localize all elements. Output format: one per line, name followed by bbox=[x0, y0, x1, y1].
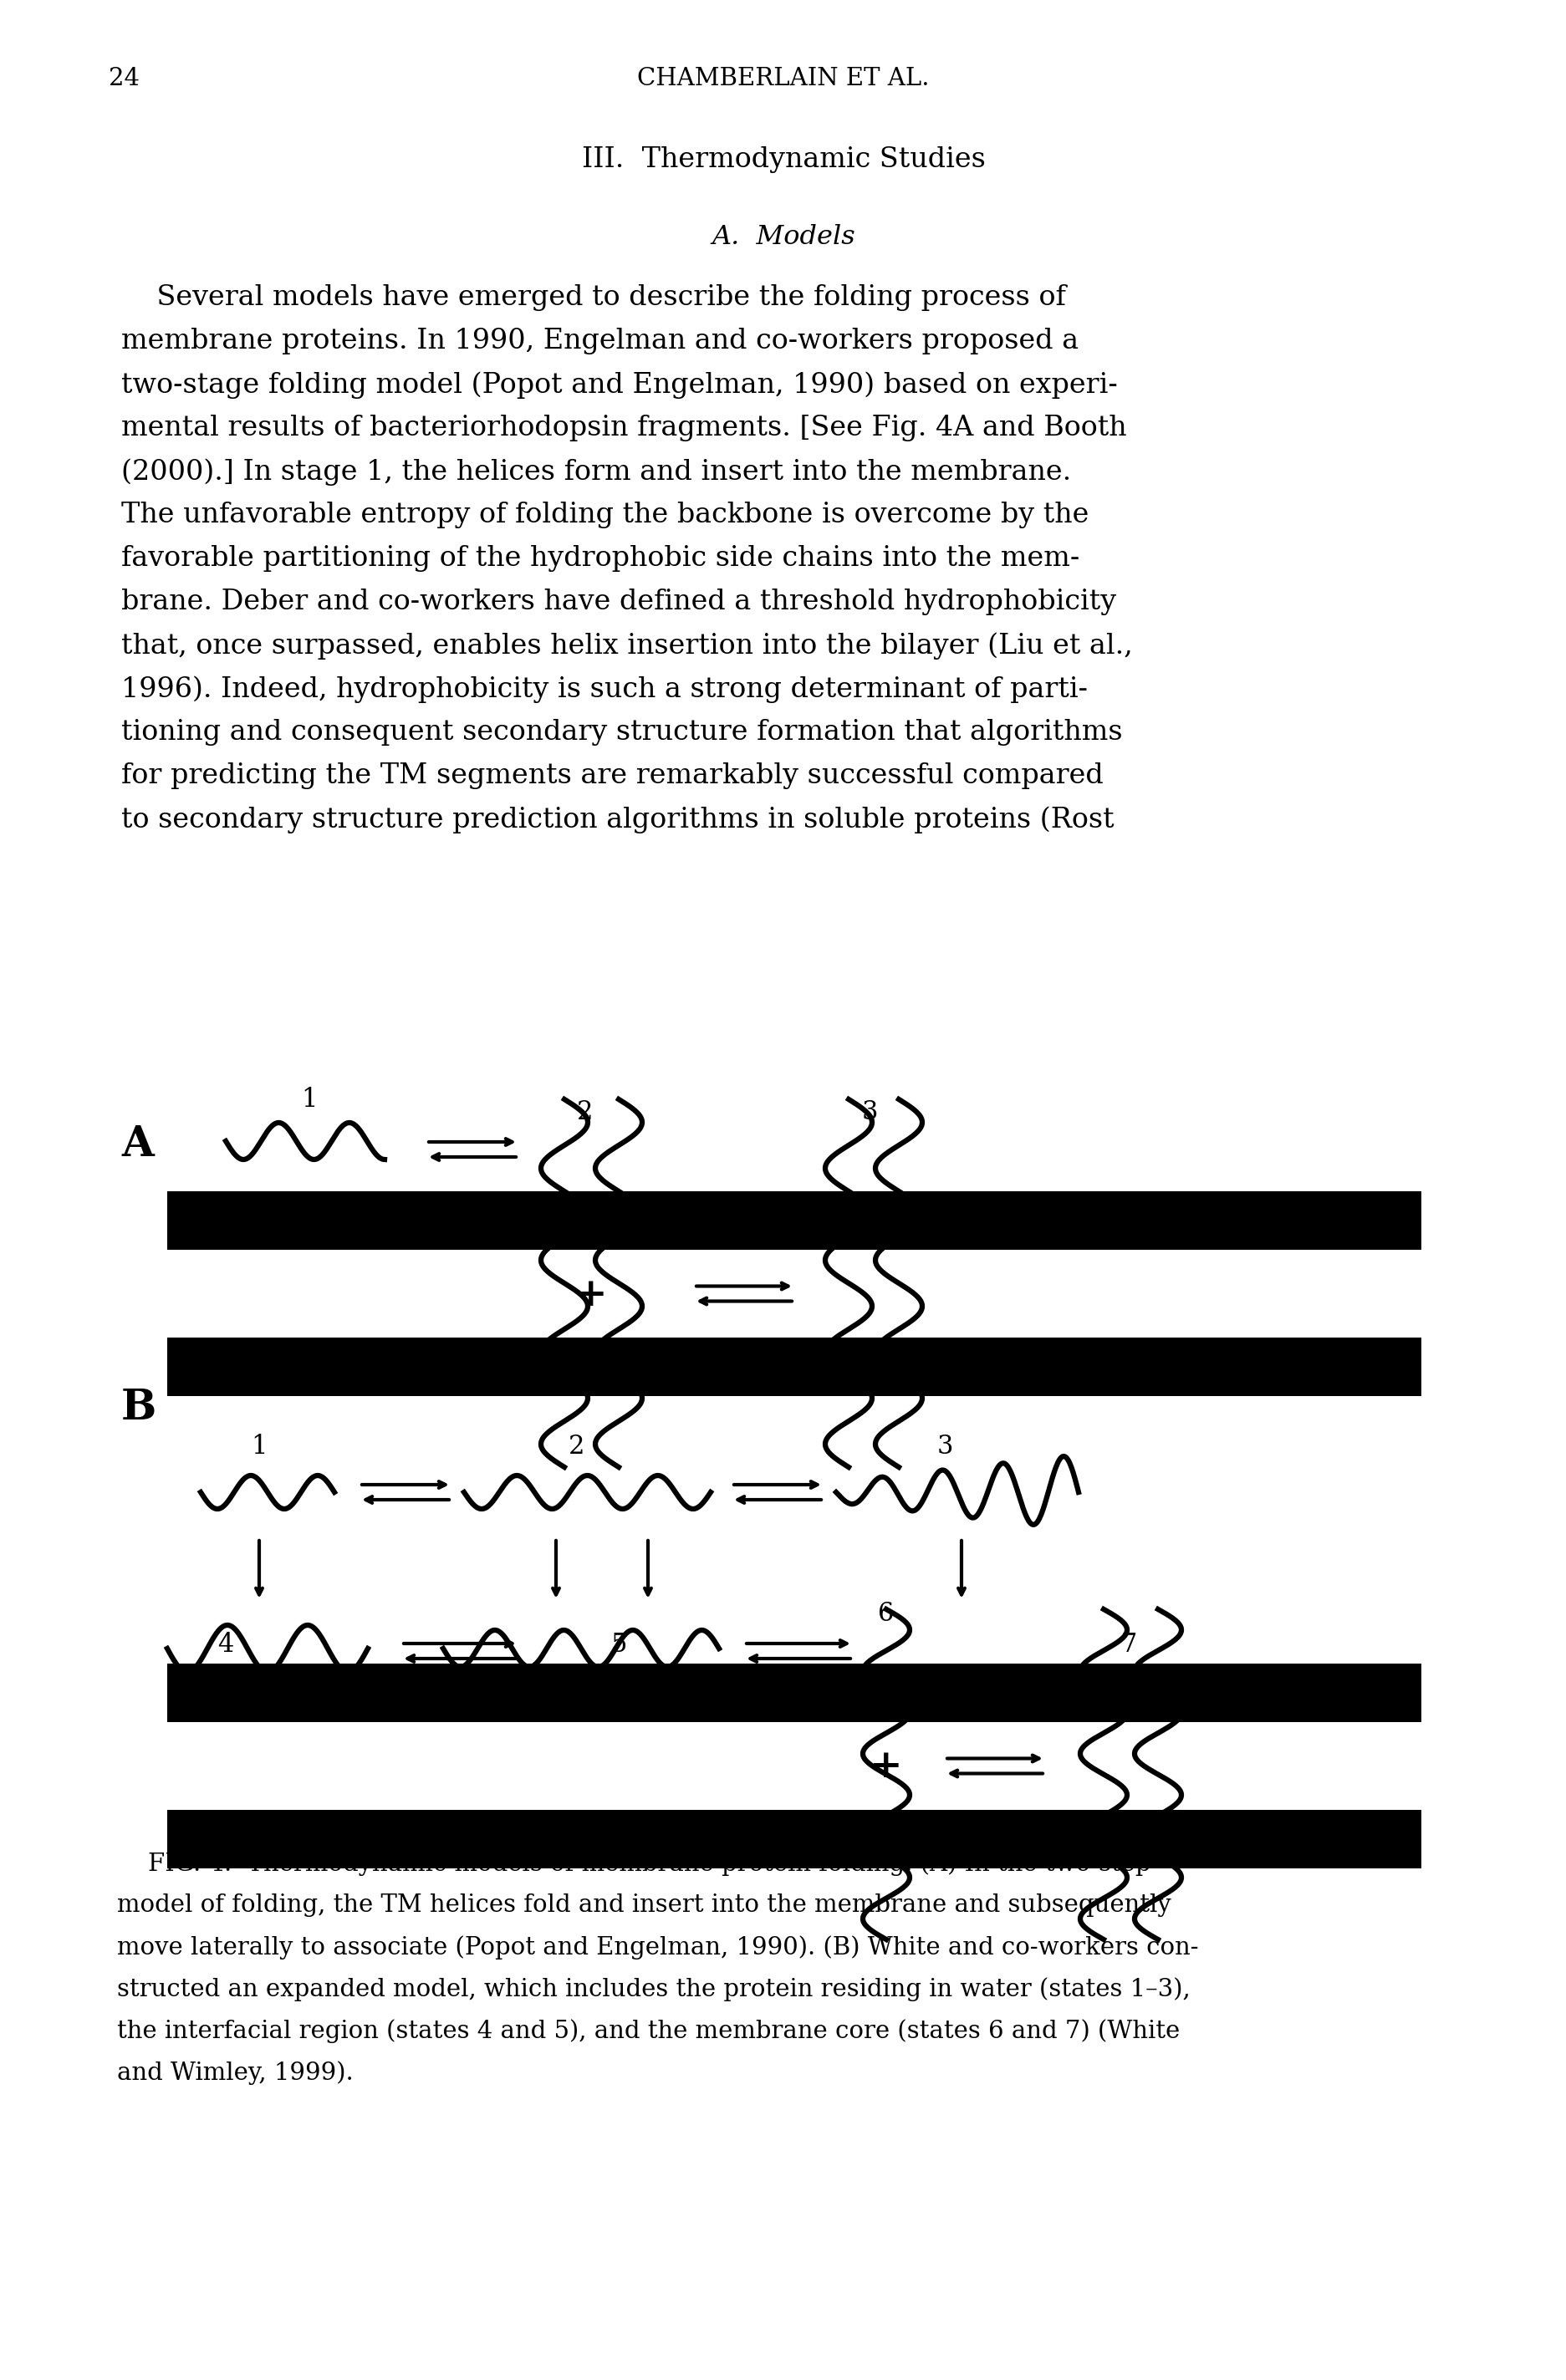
Text: favorable partitioning of the hydrophobic side chains into the mem-: favorable partitioning of the hydrophobi… bbox=[121, 545, 1079, 571]
Text: 7: 7 bbox=[1120, 1633, 1137, 1659]
Bar bbox=[168, 1664, 1420, 1723]
Text: the interfacial region (states 4 and 5), and the membrane core (states 6 and 7) : the interfacial region (states 4 and 5),… bbox=[117, 2018, 1179, 2042]
Text: FIG. 4.  Thermodynamic models of membrane protein folding. (A) In the two-step: FIG. 4. Thermodynamic models of membrane… bbox=[117, 1852, 1151, 1875]
Text: +: + bbox=[869, 1747, 902, 1785]
Text: brane. Deber and co-workers have defined a threshold hydrophobicity: brane. Deber and co-workers have defined… bbox=[121, 588, 1115, 616]
Text: 6: 6 bbox=[877, 1602, 894, 1628]
Bar bbox=[168, 1809, 1420, 1868]
Text: 2: 2 bbox=[576, 1100, 594, 1126]
Bar bbox=[168, 1192, 1420, 1250]
Text: The unfavorable entropy of folding the backbone is overcome by the: The unfavorable entropy of folding the b… bbox=[121, 502, 1088, 528]
Text: two-stage folding model (Popot and Engelman, 1990) based on experi-: two-stage folding model (Popot and Engel… bbox=[121, 371, 1117, 397]
Text: +: + bbox=[575, 1276, 608, 1314]
Text: 4: 4 bbox=[218, 1633, 233, 1659]
Text: B: B bbox=[121, 1388, 157, 1428]
Text: 1: 1 bbox=[251, 1433, 268, 1459]
Text: A: A bbox=[121, 1123, 153, 1166]
Text: A.  Models: A. Models bbox=[711, 224, 855, 250]
Text: (2000).] In stage 1, the helices form and insert into the membrane.: (2000).] In stage 1, the helices form an… bbox=[121, 457, 1071, 486]
Text: III.  Thermodynamic Studies: III. Thermodynamic Studies bbox=[581, 145, 985, 174]
Text: to secondary structure prediction algorithms in soluble proteins (Rost: to secondary structure prediction algori… bbox=[121, 807, 1113, 833]
Text: CHAMBERLAIN ET AL.: CHAMBERLAIN ET AL. bbox=[637, 67, 929, 90]
Text: membrane proteins. In 1990, Engelman and co-workers proposed a: membrane proteins. In 1990, Engelman and… bbox=[121, 328, 1077, 355]
Text: that, once surpassed, enables helix insertion into the bilayer (Liu et al.,: that, once surpassed, enables helix inse… bbox=[121, 633, 1132, 659]
Text: 2: 2 bbox=[568, 1433, 584, 1459]
Text: 1996). Indeed, hydrophobicity is such a strong determinant of parti-: 1996). Indeed, hydrophobicity is such a … bbox=[121, 676, 1087, 702]
Text: tioning and consequent secondary structure formation that algorithms: tioning and consequent secondary structu… bbox=[121, 719, 1121, 745]
Text: and Wimley, 1999).: and Wimley, 1999). bbox=[117, 2061, 354, 2085]
Text: for predicting the TM segments are remarkably successful compared: for predicting the TM segments are remar… bbox=[121, 762, 1102, 790]
Text: Several models have emerged to describe the folding process of: Several models have emerged to describe … bbox=[121, 283, 1065, 312]
Text: 3: 3 bbox=[861, 1100, 877, 1126]
Text: model of folding, the TM helices fold and insert into the membrane and subsequen: model of folding, the TM helices fold an… bbox=[117, 1894, 1170, 1916]
Text: structed an expanded model, which includes the protein residing in water (states: structed an expanded model, which includ… bbox=[117, 1978, 1190, 2002]
Text: 3: 3 bbox=[936, 1433, 952, 1459]
Text: 5: 5 bbox=[611, 1633, 626, 1659]
Text: 24: 24 bbox=[108, 67, 139, 90]
Text: mental results of bacteriorhodopsin fragments. [See Fig. 4A and Booth: mental results of bacteriorhodopsin frag… bbox=[121, 414, 1126, 440]
Text: 1: 1 bbox=[301, 1088, 318, 1114]
Text: move laterally to associate (Popot and Engelman, 1990). (B) White and co-workers: move laterally to associate (Popot and E… bbox=[117, 1935, 1198, 1959]
Bar bbox=[168, 1338, 1420, 1397]
